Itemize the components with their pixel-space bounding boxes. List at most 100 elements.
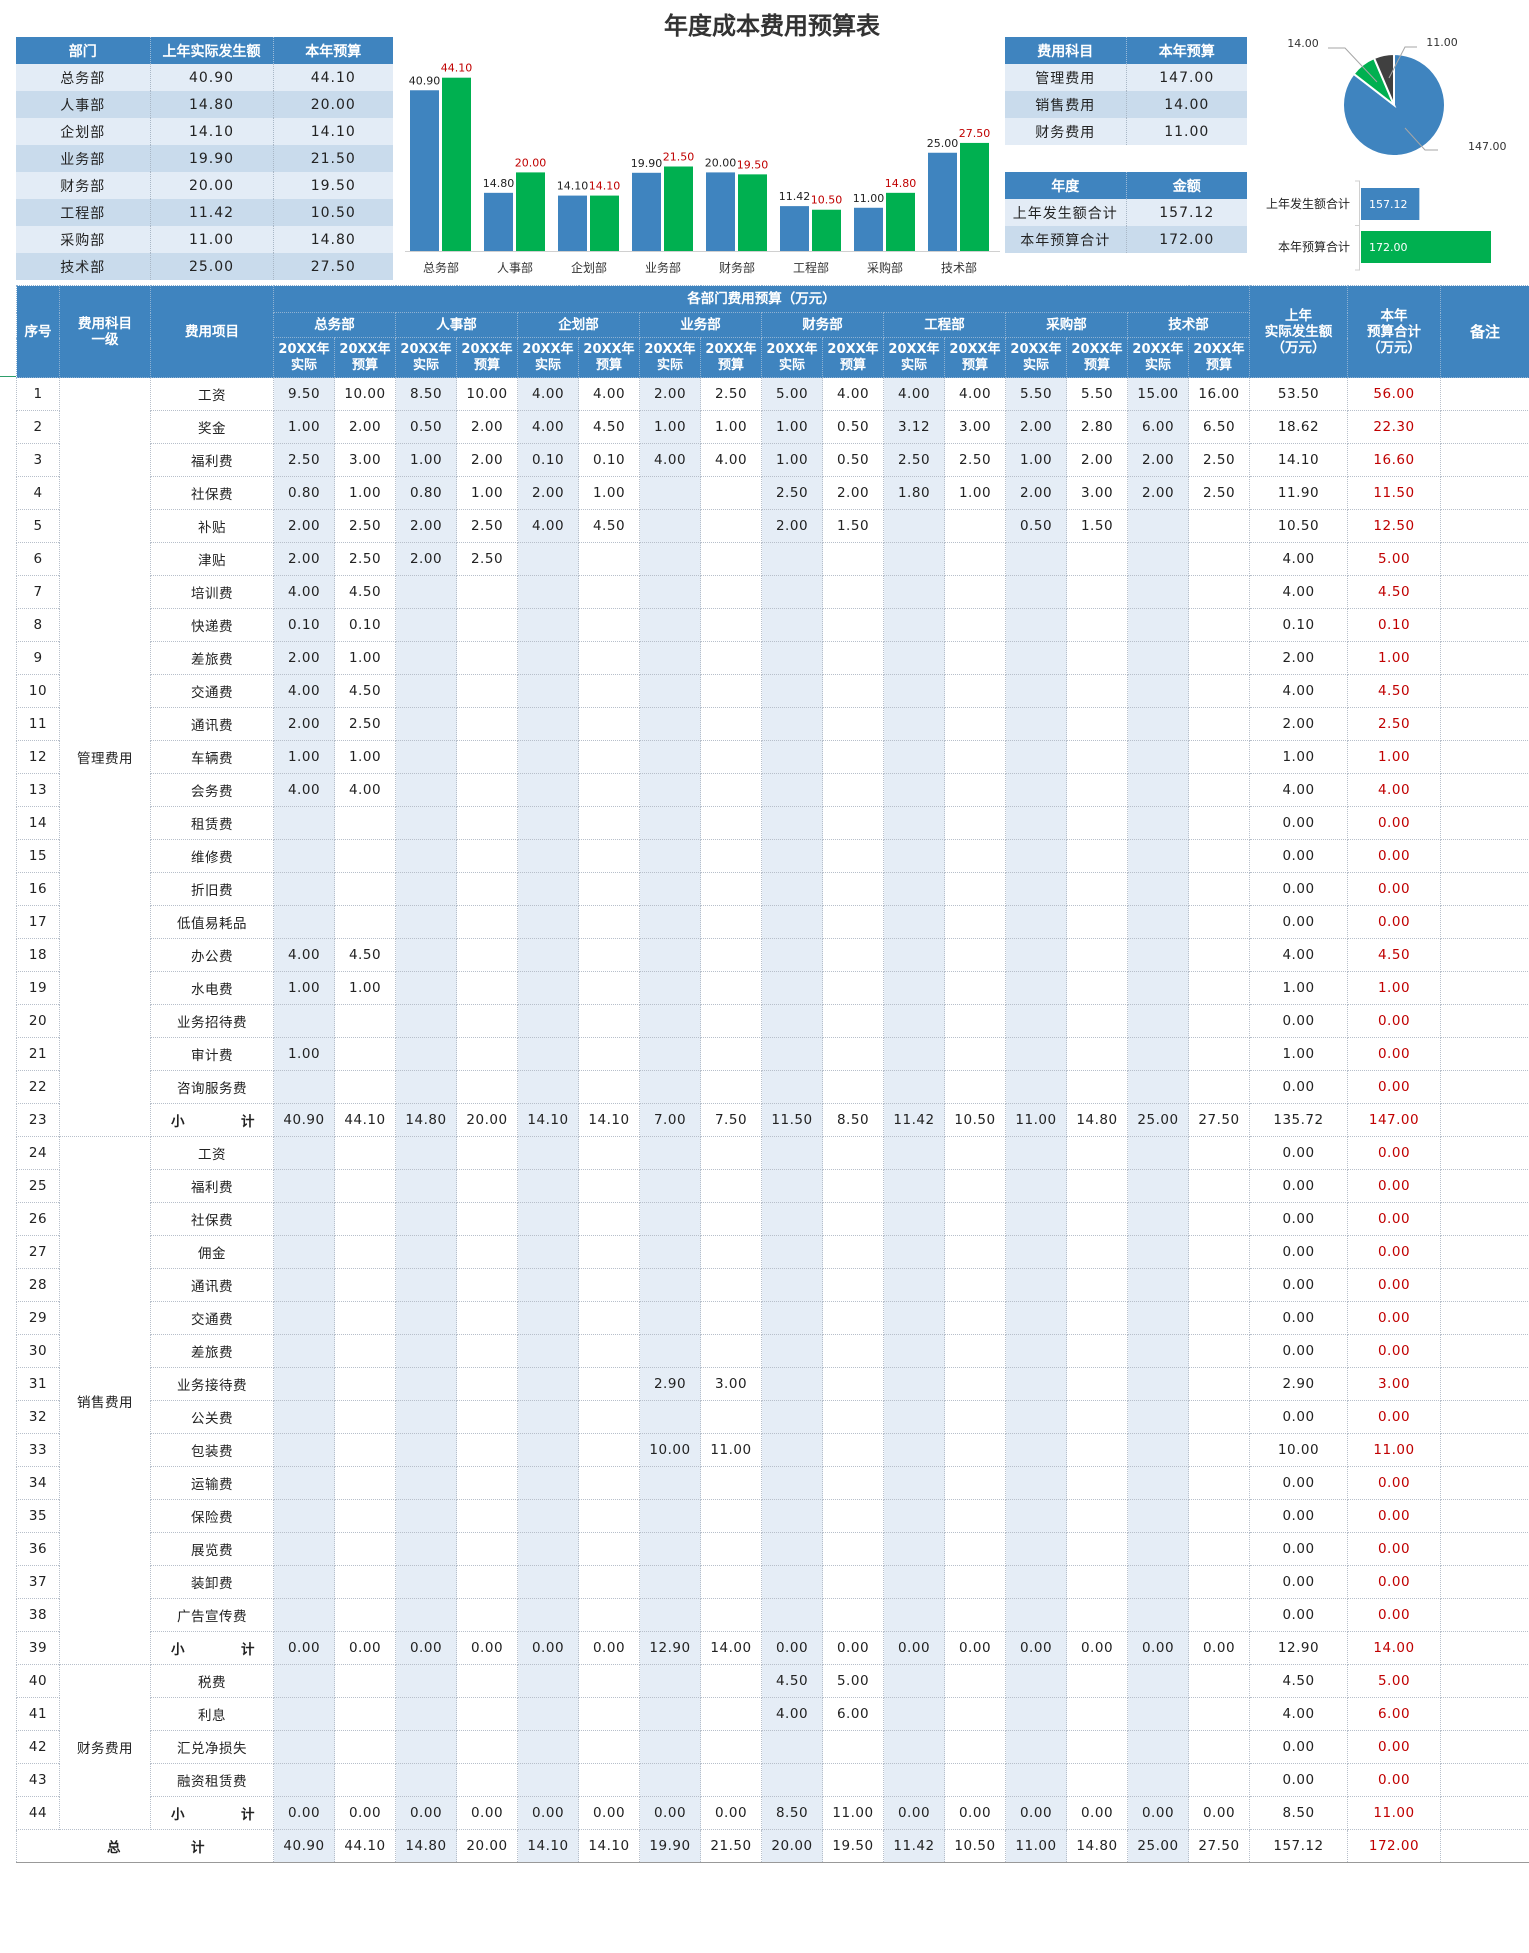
budget-cell[interactable] bbox=[700, 806, 762, 840]
budget-cell[interactable] bbox=[1066, 1169, 1128, 1203]
budget-cell[interactable]: 0.50 bbox=[822, 443, 884, 477]
actual-cell[interactable] bbox=[883, 1301, 945, 1335]
actual-cell[interactable] bbox=[883, 971, 945, 1005]
actual-cell[interactable] bbox=[395, 1763, 457, 1797]
budget-cell[interactable]: 4.00 bbox=[944, 377, 1006, 411]
budget-cell[interactable] bbox=[944, 674, 1006, 708]
actual-cell[interactable] bbox=[1127, 1532, 1189, 1566]
actual-cell[interactable] bbox=[1127, 1697, 1189, 1731]
actual-cell[interactable] bbox=[639, 806, 701, 840]
budget-cell[interactable]: 1.50 bbox=[822, 509, 884, 543]
actual-cell[interactable]: 0.00 bbox=[1005, 1631, 1067, 1665]
budget-cell[interactable] bbox=[822, 1169, 884, 1203]
actual-cell[interactable] bbox=[273, 839, 335, 873]
budget-cell[interactable]: 0.00 bbox=[456, 1796, 518, 1830]
budget-cell[interactable] bbox=[944, 641, 1006, 675]
budget-cell[interactable]: 4.50 bbox=[334, 938, 396, 972]
actual-cell[interactable] bbox=[883, 674, 945, 708]
actual-cell[interactable] bbox=[1127, 1565, 1189, 1599]
budget-cell[interactable]: 0.00 bbox=[334, 1796, 396, 1830]
actual-cell[interactable]: 3.12 bbox=[883, 410, 945, 444]
actual-cell[interactable] bbox=[883, 1235, 945, 1269]
remark-cell[interactable] bbox=[1440, 1697, 1529, 1731]
budget-cell[interactable] bbox=[1066, 575, 1128, 609]
budget-cell[interactable] bbox=[944, 1730, 1006, 1764]
budget-cell[interactable] bbox=[334, 1235, 396, 1269]
actual-cell[interactable] bbox=[761, 1136, 823, 1170]
actual-cell[interactable] bbox=[517, 575, 579, 609]
budget-cell[interactable] bbox=[334, 1400, 396, 1434]
actual-cell[interactable] bbox=[273, 1664, 335, 1698]
actual-cell[interactable] bbox=[883, 740, 945, 774]
budget-cell[interactable] bbox=[822, 806, 884, 840]
actual-cell[interactable] bbox=[1005, 1037, 1067, 1071]
actual-cell[interactable] bbox=[639, 1499, 701, 1533]
actual-cell[interactable] bbox=[1127, 1070, 1189, 1104]
budget-cell[interactable] bbox=[456, 971, 518, 1005]
actual-cell[interactable] bbox=[1127, 773, 1189, 807]
budget-cell[interactable] bbox=[822, 1235, 884, 1269]
budget-cell[interactable] bbox=[700, 1235, 762, 1269]
actual-cell[interactable] bbox=[639, 1565, 701, 1599]
budget-cell[interactable] bbox=[334, 839, 396, 873]
actual-cell[interactable]: 40.90 bbox=[273, 1103, 335, 1137]
budget-cell[interactable]: 8.50 bbox=[822, 1103, 884, 1137]
budget-cell[interactable]: 4.50 bbox=[578, 509, 640, 543]
actual-cell[interactable] bbox=[1005, 872, 1067, 906]
actual-cell[interactable] bbox=[517, 542, 579, 576]
actual-cell[interactable] bbox=[1005, 1400, 1067, 1434]
actual-cell[interactable]: 4.00 bbox=[273, 575, 335, 609]
actual-cell[interactable] bbox=[761, 1070, 823, 1104]
actual-cell[interactable] bbox=[761, 1334, 823, 1368]
budget-cell[interactable]: 4.50 bbox=[334, 674, 396, 708]
budget-cell[interactable]: 2.80 bbox=[1066, 410, 1128, 444]
actual-cell[interactable]: 1.00 bbox=[639, 410, 701, 444]
budget-cell[interactable] bbox=[822, 707, 884, 741]
budget-cell[interactable] bbox=[700, 674, 762, 708]
budget-cell[interactable] bbox=[334, 1169, 396, 1203]
budget-cell[interactable] bbox=[944, 509, 1006, 543]
actual-cell[interactable] bbox=[883, 542, 945, 576]
actual-cell[interactable] bbox=[1005, 575, 1067, 609]
budget-cell[interactable] bbox=[1188, 1697, 1250, 1731]
budget-cell[interactable]: 10.50 bbox=[944, 1103, 1006, 1137]
remark-cell[interactable] bbox=[1440, 1235, 1529, 1269]
budget-cell[interactable] bbox=[1188, 806, 1250, 840]
budget-cell[interactable] bbox=[1188, 1565, 1250, 1599]
actual-cell[interactable] bbox=[883, 1136, 945, 1170]
actual-cell[interactable] bbox=[1127, 1268, 1189, 1302]
actual-cell[interactable] bbox=[1005, 971, 1067, 1005]
budget-cell[interactable]: 14.80 bbox=[1066, 1829, 1128, 1863]
actual-cell[interactable]: 0.00 bbox=[883, 1631, 945, 1665]
actual-cell[interactable] bbox=[761, 707, 823, 741]
actual-cell[interactable] bbox=[395, 971, 457, 1005]
actual-cell[interactable] bbox=[883, 872, 945, 906]
budget-cell[interactable] bbox=[1188, 971, 1250, 1005]
budget-cell[interactable] bbox=[578, 1565, 640, 1599]
budget-cell[interactable] bbox=[822, 1301, 884, 1335]
actual-cell[interactable] bbox=[517, 905, 579, 939]
budget-cell[interactable] bbox=[1066, 1301, 1128, 1335]
budget-cell[interactable] bbox=[334, 1730, 396, 1764]
remark-cell[interactable] bbox=[1440, 509, 1529, 543]
budget-cell[interactable] bbox=[578, 1202, 640, 1236]
actual-cell[interactable] bbox=[395, 1697, 457, 1731]
actual-cell[interactable] bbox=[395, 905, 457, 939]
budget-cell[interactable] bbox=[944, 1598, 1006, 1632]
actual-cell[interactable]: 6.00 bbox=[1127, 410, 1189, 444]
actual-cell[interactable]: 2.00 bbox=[273, 542, 335, 576]
budget-cell[interactable]: 2.00 bbox=[334, 410, 396, 444]
budget-cell[interactable] bbox=[944, 872, 1006, 906]
budget-cell[interactable] bbox=[944, 575, 1006, 609]
actual-cell[interactable] bbox=[517, 1763, 579, 1797]
budget-cell[interactable]: 20.00 bbox=[456, 1103, 518, 1137]
budget-cell[interactable]: 21.50 bbox=[700, 1829, 762, 1863]
budget-cell[interactable] bbox=[578, 1466, 640, 1500]
actual-cell[interactable] bbox=[273, 1532, 335, 1566]
budget-cell[interactable] bbox=[456, 1664, 518, 1698]
actual-cell[interactable] bbox=[883, 1763, 945, 1797]
budget-cell[interactable] bbox=[334, 1697, 396, 1731]
budget-cell[interactable] bbox=[578, 1301, 640, 1335]
budget-cell[interactable] bbox=[456, 1169, 518, 1203]
actual-cell[interactable] bbox=[639, 608, 701, 642]
